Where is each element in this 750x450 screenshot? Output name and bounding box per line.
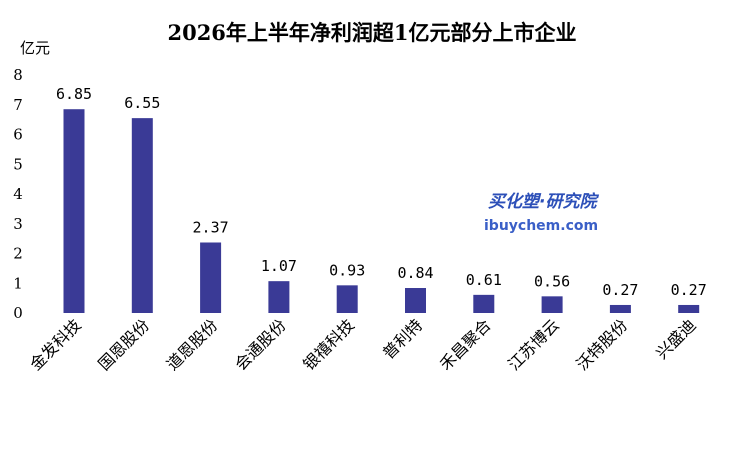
watermark-logo: 买化塑·研究院 ibuychem.com xyxy=(484,192,599,234)
data-label: 1.07 xyxy=(261,257,297,275)
bar xyxy=(473,294,495,313)
y-axis-ticks: 0 1 2 3 4 5 6 7 8 xyxy=(13,66,23,322)
chart-title: 2026年上半年净利润超1亿元部分上市企业 xyxy=(167,20,576,45)
bar xyxy=(541,296,563,313)
bar xyxy=(268,281,290,313)
y-tick-label: 6 xyxy=(13,126,23,144)
data-label: 0.84 xyxy=(397,264,433,282)
category-label: 国恩股份 xyxy=(94,315,153,374)
y-tick-label: 5 xyxy=(13,155,23,173)
category-label: 银禧科技 xyxy=(299,315,358,374)
category-label: 普利特 xyxy=(379,315,426,362)
y-tick-label: 1 xyxy=(13,274,23,292)
data-label: 0.27 xyxy=(602,281,638,299)
bar xyxy=(200,242,222,313)
y-tick-label: 3 xyxy=(13,215,23,233)
category-label: 道恩股份 xyxy=(163,315,222,374)
watermark-brand-en: ibuychem.com xyxy=(484,218,598,234)
bar xyxy=(63,109,85,314)
category-label: 金发科技 xyxy=(26,315,85,374)
category-labels: 金发科技 国恩股份 道恩股份 会通股份 银禧科技 普利特 禾昌聚合 江苏博云 沃特股份 兴盛迪 xyxy=(26,315,699,374)
y-tick-label: 2 xyxy=(13,245,23,263)
data-label: 2.37 xyxy=(193,218,229,236)
data-label: 0.27 xyxy=(671,281,707,299)
y-axis-unit: 亿元 xyxy=(20,39,50,57)
data-label: 6.85 xyxy=(56,85,92,103)
category-label: 禾昌聚合 xyxy=(436,315,495,374)
category-label: 会通股份 xyxy=(231,315,290,374)
bar xyxy=(609,304,631,313)
data-label: 6.55 xyxy=(124,94,160,112)
data-labels: 6.85 6.55 2.37 1.07 0.93 0.84 0.61 0.56 0.27 0.27 xyxy=(56,85,707,299)
category-label: 江苏博云 xyxy=(504,315,563,374)
y-tick-label: 4 xyxy=(13,185,23,203)
bar xyxy=(131,118,153,313)
category-label: 兴盛迪 xyxy=(652,315,699,362)
data-label: 0.56 xyxy=(534,272,570,290)
y-tick-label: 8 xyxy=(13,66,23,84)
data-label: 0.61 xyxy=(466,271,502,289)
category-label: 沃特股份 xyxy=(573,315,632,374)
y-tick-label: 0 xyxy=(13,304,23,322)
bar xyxy=(405,288,426,313)
watermark-brand-cn: 买化塑·研究院 xyxy=(488,192,599,212)
y-tick-label: 7 xyxy=(13,96,23,114)
bar xyxy=(678,304,700,313)
bars xyxy=(63,109,700,314)
bar xyxy=(336,285,358,313)
data-label: 0.93 xyxy=(329,261,365,279)
